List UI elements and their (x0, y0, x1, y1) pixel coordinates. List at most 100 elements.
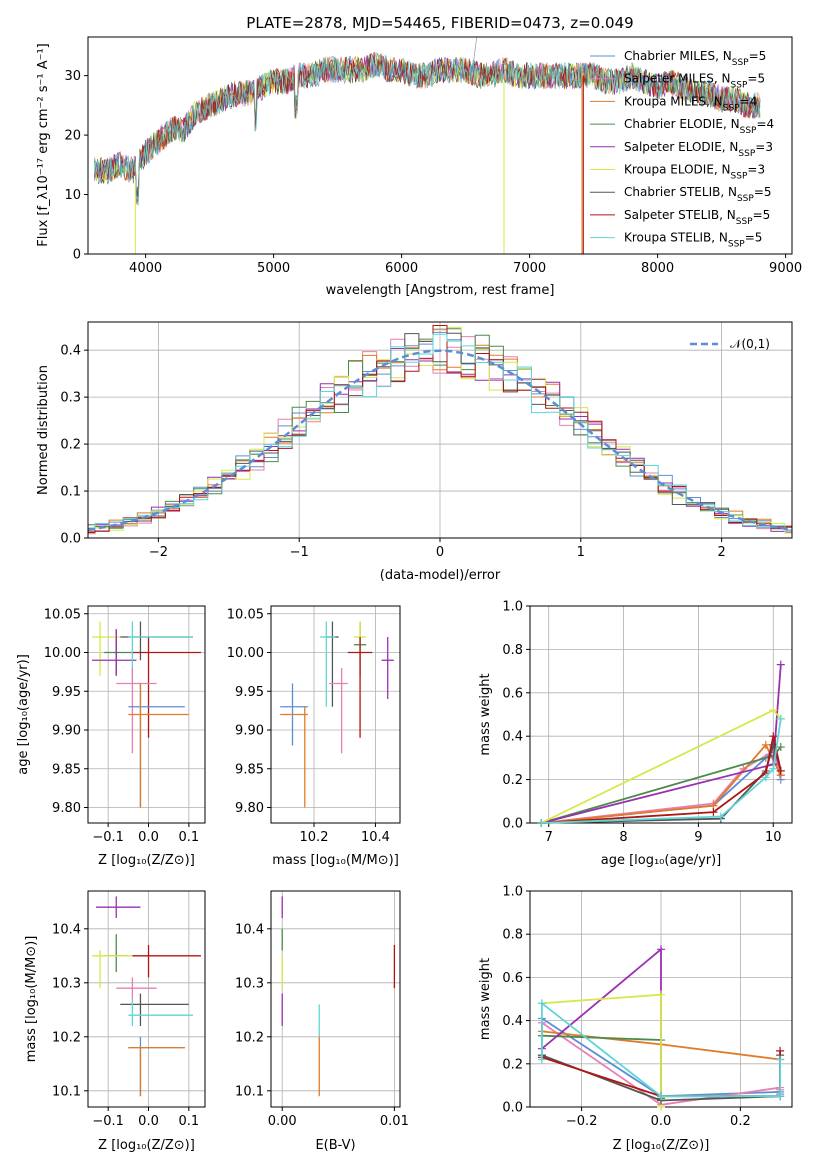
errorbar-point (128, 1046, 185, 1097)
age-vs-z-panel: −0.1 0.0 0.1 9.80 9.85 9.90 9.95 10.00 10.05 Z [l… (16, 605, 206, 868)
y-tick-label: 9.85 (52, 762, 81, 777)
axes-frame (270, 605, 401, 824)
weight-point-marker (776, 660, 785, 669)
y-tick-label: 0.0 (60, 532, 81, 547)
y-tick-label: 10.3 (235, 976, 264, 991)
weight-point-marker (657, 990, 665, 999)
axis-ylabel: mass [log₁₀(M/M⊙)] (24, 936, 39, 1063)
axis-xlabel: mass [log₁₀(M/M⊙)] (272, 853, 399, 868)
weight-point-marker (761, 773, 770, 782)
x-tick-label: 4000 (129, 261, 162, 276)
axes-frame (529, 605, 793, 824)
x-tick-label: 9 (694, 830, 702, 845)
weight-point-marker (776, 1092, 785, 1101)
y-tick-label: 0.8 (502, 643, 523, 658)
errorbar-point (92, 629, 137, 676)
mass-vs-ebv-panel: 0.00 0.01 10.1 10.2 10.3 10.4 E(B-V) (235, 890, 409, 1153)
legend-subscript: SSP (723, 103, 740, 113)
residual-panel: −2 −1 0 1 2 0.0 0.1 0.2 0.3 0.4 (data-model)/erro… (36, 321, 793, 583)
x-tick-label: 0.0 (138, 830, 159, 845)
x-tick-label: 8000 (641, 261, 674, 276)
axes-frame (87, 605, 206, 824)
errorbar-point (116, 977, 157, 999)
y-tick-label: 10.1 (235, 1084, 264, 1099)
x-tick-label: 7000 (513, 261, 546, 276)
hist-lines (88, 325, 792, 535)
residual-axes-frame (87, 321, 793, 539)
weight-series-line (540, 709, 782, 824)
y-tick-label: 10.4 (235, 922, 264, 937)
y-tick-label: 9.80 (235, 801, 264, 816)
errorbar-point (132, 637, 201, 738)
x-tick-label: 1 (577, 545, 585, 560)
y-tick-label: 0.0 (502, 1101, 523, 1116)
y-tick-label: 10 (64, 188, 81, 203)
legend-normal-label: 𝒩(0,1) (730, 337, 770, 351)
legend-subscript: SSP (732, 58, 749, 68)
y-tick-label: 9.95 (235, 685, 264, 700)
residual-ylabel: Normed distribution (36, 365, 51, 495)
weight-series-line (541, 743, 782, 824)
errorbar-point (128, 683, 185, 808)
errorbar-point (347, 637, 373, 738)
y-tick-label: 0.2 (60, 438, 81, 453)
weight-point-marker (769, 764, 778, 773)
weight-point-marker (776, 743, 785, 752)
y-tick-label: 10.2 (235, 1030, 264, 1045)
legend-label: Kroupa STELIB, NSSP=5 (624, 231, 762, 250)
y-tick-label: 10.05 (44, 607, 81, 622)
x-tick-label: 6000 (385, 261, 418, 276)
y-tick-label: 0.3 (60, 391, 81, 406)
errorbar-point (329, 668, 348, 754)
y-tick-label: 0.2 (502, 773, 523, 788)
y-tick-label: 10.00 (44, 646, 81, 661)
normal-reference-curve (88, 349, 792, 532)
errorbar-point (128, 1036, 185, 1097)
chart-title: PLATE=2878, MJD=54465, FIBERID=0473, z=0… (246, 14, 633, 32)
x-tick-label: 8 (619, 830, 627, 845)
legend-label: Chabrier ELODIE, NSSP=4 (624, 117, 774, 136)
y-tick-label: 9.85 (235, 762, 264, 777)
axis-xlabel: E(B-V) (315, 1138, 355, 1153)
residual-xlabel: (data-model)/error (380, 568, 501, 583)
errorbar-point (104, 934, 129, 972)
spectrum-series-line (94, 54, 761, 206)
y-tick-label: 10.3 (52, 976, 81, 991)
legend-subscript: SSP (738, 149, 755, 159)
y-tick-label: 0.2 (502, 1057, 523, 1072)
weight-series-line (541, 947, 662, 1097)
weight-point-marker (657, 945, 665, 954)
x-tick-label: 0.0 (138, 1114, 159, 1129)
weight-point-marker (537, 819, 546, 827)
age-vs-mass-panel: 10.2 10.4 9.80 9.85 9.90 9.95 10.00 10.05 mass [… (227, 605, 401, 868)
weight-point-marker (769, 706, 778, 715)
weight-point-marker (776, 1046, 785, 1055)
x-tick-label: −0.1 (92, 830, 124, 845)
axis-xlabel: Z [log₁₀(Z/Z⊙)] (98, 853, 195, 868)
axes-frame (270, 890, 401, 1108)
y-tick-label: 10.00 (227, 646, 264, 661)
x-tick-label: 2 (717, 545, 725, 560)
y-tick-label: 9.95 (52, 685, 81, 700)
y-tick-label: 30 (64, 69, 81, 84)
errorbar-point (381, 637, 394, 699)
spectrum-axes-frame (87, 36, 793, 255)
x-tick-label: −0.1 (92, 1114, 124, 1129)
y-tick-label: 0.4 (60, 344, 81, 359)
axis-xlabel: Z [log₁₀(Z/Z⊙)] (613, 1138, 710, 1153)
weight-point-marker (537, 1055, 546, 1064)
x-tick-label: −1 (290, 545, 309, 560)
y-tick-label: 20 (64, 129, 81, 144)
spectrum-panel: 4000 5000 6000 7000 8000 9000 0 10 20 30 waveleng… (36, 36, 802, 298)
spectrum-lines (94, 37, 761, 254)
legend-subscript: SSP (737, 194, 754, 204)
spectrum-ylabel: Flux [f_λ10⁻¹⁷ erg cm⁻² s⁻¹ A⁻¹] (36, 43, 51, 247)
legend-subscript: SSP (731, 172, 748, 182)
hist-series-steps (88, 333, 792, 531)
legend-label: Salpeter STELIB, NSSP=5 (624, 208, 770, 227)
x-tick-label: −2 (149, 545, 168, 560)
x-tick-label: 10.2 (300, 830, 329, 845)
y-tick-label: 9.90 (52, 724, 81, 739)
x-tick-label: 0.0 (651, 1114, 672, 1129)
